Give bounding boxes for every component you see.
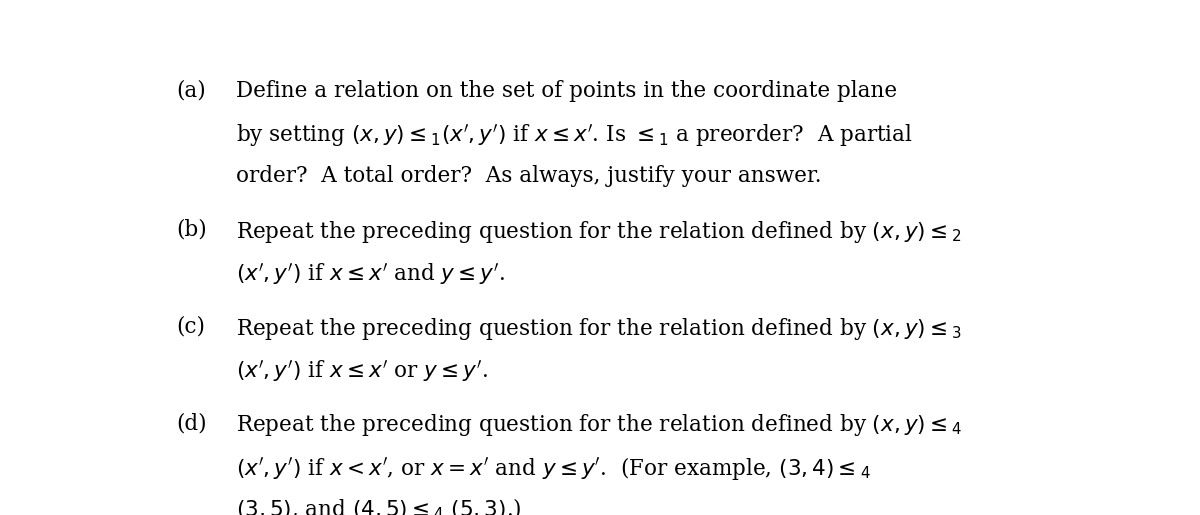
Text: Repeat the preceding question for the relation defined by $(x,y) \leq_2$: Repeat the preceding question for the re…: [235, 219, 961, 245]
Text: (d): (d): [176, 413, 206, 434]
Text: (b): (b): [176, 219, 206, 241]
Text: Repeat the preceding question for the relation defined by $(x,y) \leq_3$: Repeat the preceding question for the re…: [235, 316, 961, 341]
Text: by setting $(x,y) \leq_1 (x',y')$ if $x \leq x'$. Is $\leq_1$ a preorder?  A par: by setting $(x,y) \leq_1 (x',y')$ if $x …: [235, 122, 912, 148]
Text: $(x',y')$ if $x \leq x'$ and $y \leq y'$.: $(x',y')$ if $x \leq x'$ and $y \leq y'$…: [235, 261, 505, 287]
Text: Define a relation on the set of points in the coordinate plane: Define a relation on the set of points i…: [235, 80, 896, 101]
Text: (a): (a): [176, 80, 205, 101]
Text: $(x',y')$ if $x < x'$, or $x = x'$ and $y \leq y'$.  (For example, $(3,4) \leq_4: $(x',y')$ if $x < x'$, or $x = x'$ and $…: [235, 455, 870, 482]
Text: order?  A total order?  As always, justify your answer.: order? A total order? As always, justify…: [235, 164, 821, 186]
Text: Repeat the preceding question for the relation defined by $(x,y) \leq_4$: Repeat the preceding question for the re…: [235, 413, 962, 438]
Text: $(3,5)$, and $(4,5) \leq_4$ $(5,3)$.): $(3,5)$, and $(4,5) \leq_4$ $(5,3)$.): [235, 497, 521, 515]
Text: $(x',y')$ if $x \leq x'$ or $y \leq y'$.: $(x',y')$ if $x \leq x'$ or $y \leq y'$.: [235, 358, 487, 384]
Text: (c): (c): [176, 316, 205, 338]
